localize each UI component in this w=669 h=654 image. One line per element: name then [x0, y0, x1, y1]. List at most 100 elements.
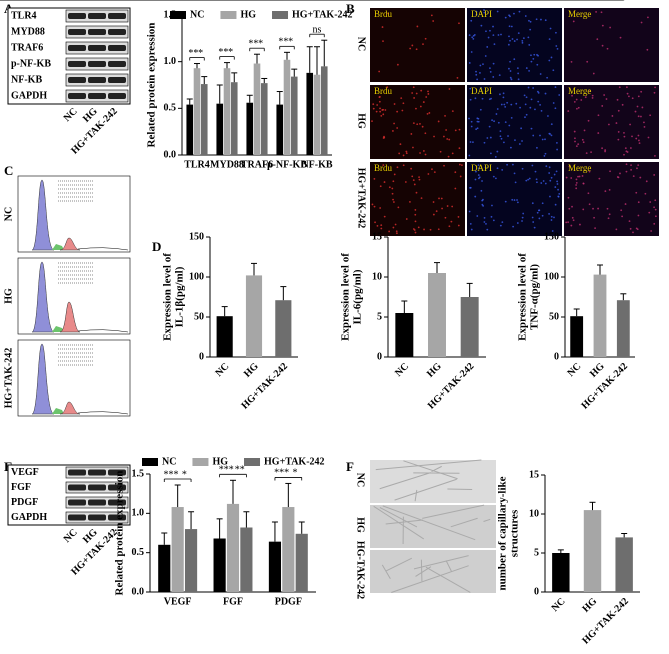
bar [395, 313, 414, 357]
cell-dot [469, 87, 472, 90]
cell-dot [432, 201, 435, 203]
cell-dot [484, 166, 487, 169]
cell-dot [476, 215, 479, 217]
cell-dot [579, 223, 581, 226]
panel-letter: B [346, 1, 355, 16]
cell-dot [533, 226, 536, 229]
cell-dot [636, 105, 639, 108]
tube [420, 559, 423, 582]
bar [216, 103, 224, 155]
cell-dot [631, 97, 634, 100]
cell-dot [483, 141, 486, 144]
bar [240, 527, 253, 592]
cell-dot [632, 175, 635, 177]
cell-dot [543, 155, 546, 157]
cell-dot [422, 101, 425, 103]
cell-dot [575, 181, 578, 184]
cell-dot [378, 96, 381, 98]
cell-dot [601, 24, 604, 27]
cell-dot [418, 178, 421, 181]
bar [282, 507, 295, 592]
x-tick-label: HG [425, 361, 444, 380]
micrograph [467, 85, 562, 159]
cell-dot [532, 134, 535, 137]
significance-label: *** [274, 468, 289, 479]
blot-band [88, 484, 106, 491]
channel-label: DAPI [471, 86, 492, 96]
cell-dot [588, 170, 591, 173]
blot-band [68, 29, 86, 35]
cell-dot [509, 60, 511, 63]
cell-dot [519, 106, 521, 109]
panel-letter: D [152, 239, 161, 254]
cell-dot [567, 110, 570, 112]
y-axis-label: Related protein expression [146, 23, 158, 148]
tube [403, 460, 458, 480]
blot-label: GAPDH [11, 90, 47, 101]
cell-dot [472, 141, 474, 144]
cell-dot [392, 130, 394, 132]
cell-dot [451, 205, 454, 208]
tube [445, 560, 453, 572]
cell-dot [508, 35, 510, 38]
bar [186, 104, 194, 155]
cell-dot [582, 208, 585, 211]
cell-dot [654, 199, 657, 202]
cell-dot [572, 219, 575, 222]
cell-dot [424, 153, 427, 156]
tube [373, 505, 425, 540]
cell-dot [607, 217, 610, 220]
cell-dot [653, 222, 656, 225]
significance-label: ns [313, 24, 322, 35]
micrograph [467, 8, 562, 82]
cell-dot [470, 228, 473, 231]
blot-band [88, 13, 106, 19]
cell-dot [604, 190, 607, 193]
tube [385, 519, 423, 525]
micrograph [370, 85, 465, 159]
cell-dot [441, 207, 443, 210]
tube [382, 505, 476, 541]
cell-dot [457, 224, 460, 227]
cell-dot [492, 34, 495, 37]
cell-dot [415, 191, 418, 194]
cell-dot [415, 92, 418, 95]
cell-dot [479, 72, 481, 74]
blot-band [68, 469, 86, 476]
cell-dot [539, 103, 541, 106]
cell-dot [485, 223, 487, 225]
cell-dot [454, 187, 457, 190]
cell-dot [521, 140, 523, 142]
cell-dot [404, 181, 407, 183]
cell-dot [414, 209, 417, 211]
cell-dot [372, 107, 375, 110]
cell-dot [513, 40, 516, 42]
cell-dot [640, 115, 642, 118]
fit-line [77, 247, 129, 251]
cell-dot [491, 119, 493, 122]
cell-dot [419, 152, 421, 154]
cell-dot [626, 92, 629, 95]
cell-dot [533, 53, 536, 56]
cell-dot [548, 132, 551, 135]
cell-dot [644, 192, 647, 195]
cell-dot [412, 86, 415, 89]
cell-dot [592, 207, 594, 210]
cell-dot [383, 181, 386, 183]
row-label: HG [3, 288, 14, 304]
cell-dot [485, 30, 487, 33]
cell-dot [422, 150, 425, 152]
cell-dot [623, 131, 625, 134]
cell-dot [636, 167, 638, 170]
legend-label: NC [162, 456, 176, 467]
cell-dot [492, 62, 495, 65]
significance-label: ** [235, 465, 245, 476]
cell-dot [447, 155, 450, 158]
micrograph [370, 162, 465, 236]
tube [422, 504, 485, 519]
bar [158, 544, 171, 592]
y-axis-label: Expression level of [340, 253, 352, 341]
legend-swatch [170, 11, 186, 19]
bar [428, 273, 446, 357]
cell-dot [577, 106, 580, 109]
